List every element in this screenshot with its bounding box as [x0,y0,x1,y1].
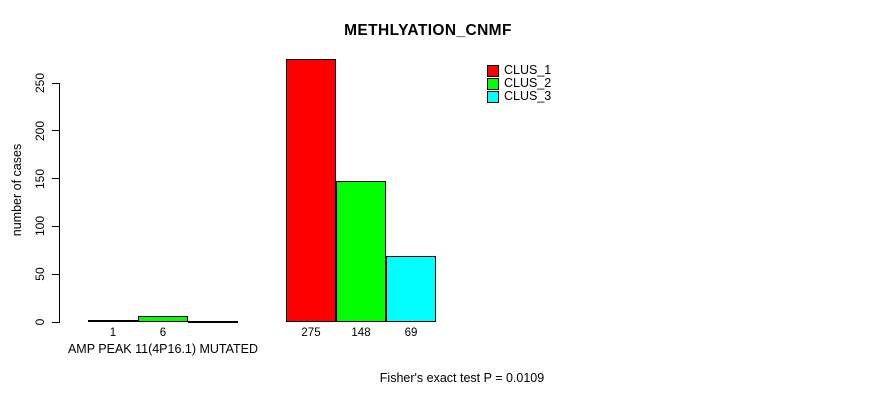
legend-label: CLUS_1 [504,63,552,77]
bar-clus_1 [286,59,336,322]
bar-value-label: 69 [404,326,418,339]
legend-label: CLUS_2 [504,76,552,90]
bar-value-label: 6 [159,326,167,339]
legend-row: CLUS_3 [487,90,551,103]
bar-clus_1 [88,319,138,322]
chart-title: METHLYATION_CNMF [344,22,512,39]
legend-swatch-clus_3 [487,90,499,103]
legend-row: CLUS_2 [487,77,551,90]
legend-swatch-clus_1 [487,64,499,77]
y-tick-label: 200 [33,120,47,141]
bar-clus_2 [138,316,188,322]
bar-value-label: 1 [109,326,117,339]
y-tick-label: 100 [33,216,47,237]
y-tick [52,82,59,84]
bar-clus_3 [188,320,238,323]
y-tick [52,130,59,132]
y-tick [52,273,59,275]
bar-clus_2 [336,180,386,322]
x-axis-group-label: AMP PEAK 11(4P16.1) MUTATED [67,342,259,356]
y-tick [52,321,59,323]
bar-value-label: 275 [301,326,321,339]
y-tick [52,178,59,180]
legend-row: CLUS_1 [487,64,551,77]
y-axis-line [59,83,61,323]
bar-clus_3 [386,256,436,322]
legend-label: CLUS_3 [504,89,552,103]
legend-swatch-clus_2 [487,77,499,90]
y-tick-label: 150 [33,168,47,189]
y-tick [52,225,59,228]
y-tick-label: 0 [33,318,47,326]
legend: CLUS_1 CLUS_2 CLUS_3 [487,64,551,103]
y-tick-label: 50 [33,267,47,281]
y-axis-label: number of cases [10,143,24,237]
bar-value-label: 148 [351,326,371,339]
y-tick-label: 250 [33,72,47,94]
fisher-test-annotation: Fisher's exact test P = 0.0109 [379,371,545,385]
